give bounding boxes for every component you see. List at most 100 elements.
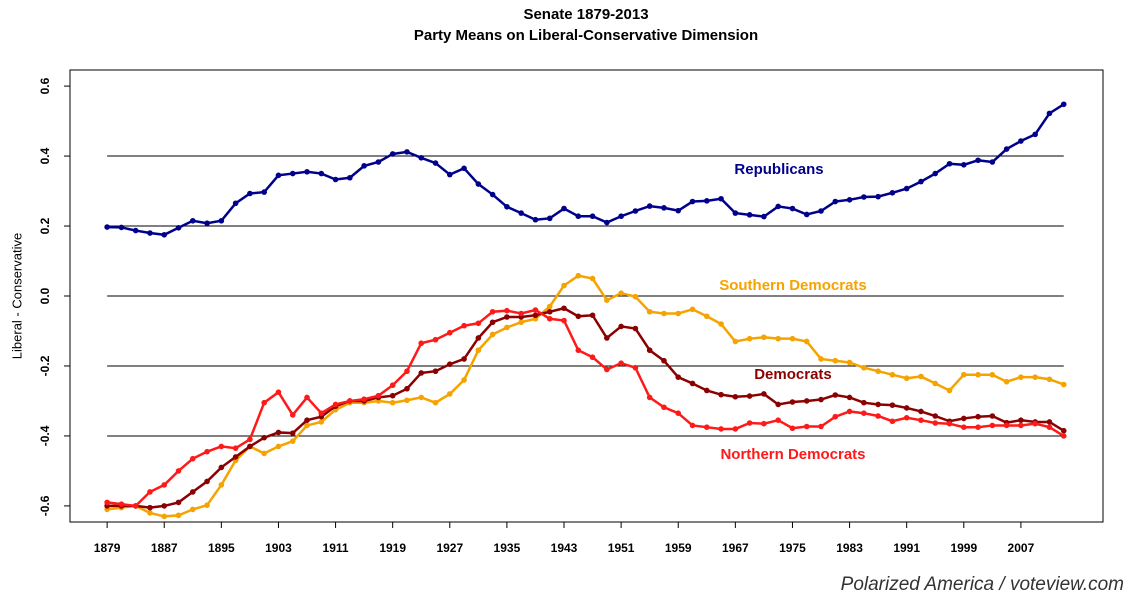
data-point	[732, 210, 739, 216]
x-tick-label: 2007	[1008, 541, 1035, 555]
data-point	[604, 219, 610, 226]
data-point	[1046, 110, 1053, 117]
data-point	[718, 391, 724, 398]
data-point	[675, 310, 682, 317]
data-point	[518, 210, 524, 216]
data-point	[818, 208, 824, 214]
data-point	[732, 393, 739, 400]
data-point	[761, 334, 767, 341]
data-point	[118, 224, 125, 231]
data-point	[1018, 374, 1024, 380]
data-point	[418, 394, 425, 401]
chart-subtitle: Party Means on Liberal-Conservative Dime…	[414, 27, 758, 44]
data-point	[946, 387, 953, 394]
data-point	[347, 174, 353, 181]
x-tick-label: 1951	[608, 541, 635, 555]
data-point	[1032, 374, 1038, 380]
data-point	[232, 445, 239, 451]
data-point	[446, 171, 453, 178]
data-point	[889, 402, 896, 408]
data-point	[275, 172, 282, 179]
data-point	[204, 478, 210, 485]
data-point	[918, 408, 924, 415]
y-tick-label: -0.6	[38, 495, 52, 516]
data-point	[946, 420, 953, 427]
data-point	[561, 205, 567, 212]
data-point	[247, 190, 253, 197]
data-point	[489, 319, 496, 326]
data-point	[661, 404, 667, 411]
data-point	[504, 203, 510, 210]
data-point	[275, 389, 282, 396]
data-point	[689, 422, 696, 429]
data-point	[289, 170, 296, 177]
data-point	[418, 370, 425, 376]
x-tick-label: 1911	[323, 541, 349, 555]
y-tick-label: 0.0	[38, 287, 52, 304]
data-point	[675, 410, 682, 416]
data-point	[147, 230, 153, 236]
data-point	[846, 394, 853, 401]
data-point	[761, 213, 767, 220]
data-point	[646, 308, 653, 315]
data-point	[304, 417, 310, 423]
data-point	[118, 501, 125, 507]
data-point	[489, 331, 496, 338]
data-point	[861, 194, 867, 200]
data-point	[218, 482, 225, 488]
data-point	[875, 193, 881, 200]
data-point	[189, 489, 196, 495]
data-point	[275, 429, 282, 436]
data-point	[803, 211, 810, 218]
data-point	[189, 506, 196, 513]
data-point	[1046, 424, 1053, 430]
data-point	[818, 356, 824, 362]
data-point	[561, 305, 567, 312]
data-point	[461, 377, 467, 383]
data-point	[361, 396, 367, 403]
data-point	[375, 159, 382, 165]
series-label: Democrats	[754, 366, 832, 383]
data-point	[546, 308, 553, 315]
data-point	[318, 419, 325, 425]
data-point	[218, 443, 225, 450]
data-point	[261, 450, 267, 457]
data-point	[703, 198, 710, 204]
data-point	[589, 213, 596, 220]
data-point	[1060, 101, 1067, 108]
data-point	[789, 399, 796, 405]
data-point	[989, 422, 996, 429]
data-point	[561, 317, 567, 324]
data-point	[418, 155, 425, 161]
data-point	[689, 380, 696, 387]
data-point	[418, 340, 425, 347]
data-point	[975, 371, 981, 378]
data-point	[818, 396, 824, 403]
data-point	[646, 203, 653, 209]
data-point	[232, 454, 239, 460]
data-point	[746, 335, 753, 342]
data-point	[461, 356, 467, 362]
data-point	[689, 306, 696, 313]
data-point	[832, 357, 839, 364]
y-tick-label: 0.2	[38, 217, 52, 234]
data-point	[1046, 376, 1053, 383]
data-point	[646, 394, 653, 401]
data-point	[960, 162, 967, 168]
data-point	[389, 392, 396, 399]
data-point	[432, 160, 439, 166]
data-point	[918, 178, 924, 185]
data-point	[1003, 378, 1010, 385]
data-point	[289, 430, 296, 436]
data-point	[618, 323, 624, 330]
data-point	[903, 405, 910, 411]
data-point	[1060, 381, 1067, 388]
data-point	[475, 347, 482, 354]
data-point	[618, 360, 624, 366]
data-point	[875, 401, 881, 408]
data-point	[175, 499, 182, 506]
data-point	[404, 397, 410, 404]
data-point	[889, 418, 896, 425]
data-point	[789, 205, 796, 212]
